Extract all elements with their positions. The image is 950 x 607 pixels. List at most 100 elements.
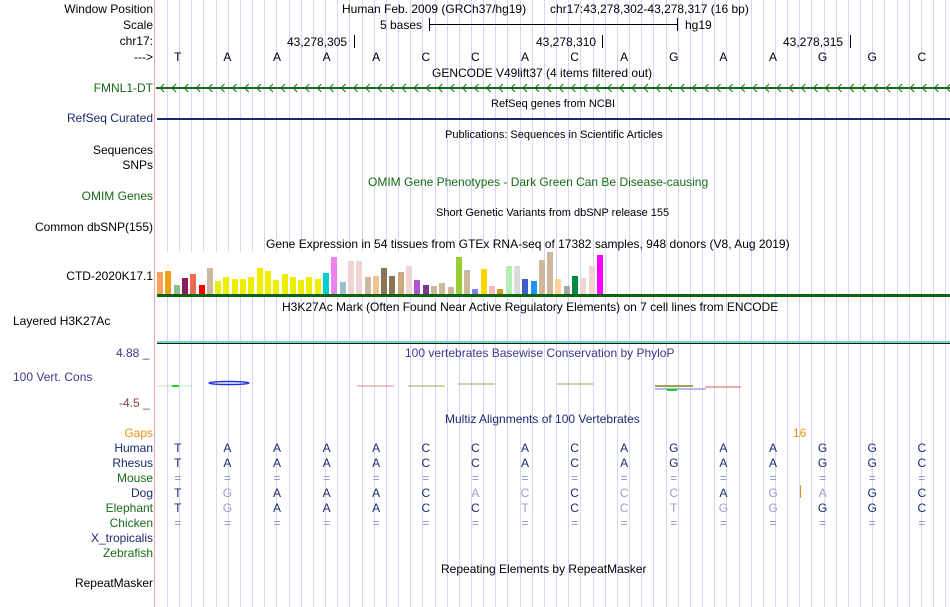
gtex-tissue-bar[interactable] xyxy=(215,281,221,294)
gtex-tissue-bar[interactable] xyxy=(381,268,387,294)
gtex-tissue-bar[interactable] xyxy=(489,286,495,294)
gtex-tissue-bar[interactable] xyxy=(439,283,445,294)
gridline xyxy=(216,0,217,607)
species-label-x_tropicalis[interactable]: X_tropicalis xyxy=(90,531,153,545)
species-label-rhesus[interactable]: Rhesus xyxy=(112,456,153,470)
gtex-tissue-bar[interactable] xyxy=(207,268,213,294)
gtex-tissue-bar[interactable] xyxy=(514,266,520,294)
phylop-track-label[interactable]: 100 Vert. Cons xyxy=(13,370,93,384)
strand-arrow xyxy=(449,83,455,93)
gtex-tissue-bar[interactable] xyxy=(481,269,487,294)
gtex-tissue-bar[interactable] xyxy=(597,255,603,294)
alignment-base: = xyxy=(273,516,281,530)
gridline xyxy=(726,0,727,607)
gtex-tissue-bar[interactable] xyxy=(589,266,595,294)
gtex-tissue-bar[interactable] xyxy=(431,286,437,294)
strand-arrow xyxy=(764,83,770,93)
strand-arrow xyxy=(352,83,358,93)
gtex-tissue-bar[interactable] xyxy=(306,277,312,294)
species-label-mouse[interactable]: Mouse xyxy=(116,471,153,485)
strand-arrow xyxy=(268,83,274,93)
gridline xyxy=(435,0,436,607)
species-label-human[interactable]: Human xyxy=(114,441,153,455)
gtex-tissue-bar[interactable] xyxy=(539,260,545,294)
gtex-tissue-bar[interactable] xyxy=(199,285,205,294)
gtex-tissue-bar[interactable] xyxy=(265,271,271,294)
gtex-tissue-bar[interactable] xyxy=(555,279,561,294)
gtex-tissue-bar[interactable] xyxy=(331,257,337,294)
publications-label-snps[interactable]: SNPs xyxy=(122,158,153,172)
gtex-tissue-bar[interactable] xyxy=(273,280,279,294)
strand-arrow xyxy=(836,83,842,93)
gtex-tissue-bar[interactable] xyxy=(547,252,553,294)
gridline xyxy=(799,0,800,607)
species-label-zebrafish[interactable]: Zebrafish xyxy=(102,546,153,560)
gencode-gene-feature[interactable] xyxy=(156,81,950,95)
h3k27ac-track-label[interactable]: Layered H3K27Ac xyxy=(13,314,111,328)
dbsnp-track-label[interactable]: Common dbSNP(155) xyxy=(34,220,153,234)
repeatmasker-track-label[interactable]: RepeatMasker xyxy=(74,576,153,590)
gtex-tissue-bar[interactable] xyxy=(506,266,512,294)
omim-track-label[interactable]: OMIM Genes xyxy=(81,189,153,203)
alignment-base: = xyxy=(521,516,529,530)
h3k27ac-track-title: H3K27Ac Mark (Often Found Near Active Re… xyxy=(282,300,779,314)
gtex-bar-chart[interactable] xyxy=(157,252,603,294)
gtex-tissue-bar[interactable] xyxy=(240,279,246,294)
refseq-track-label[interactable]: RefSeq Curated xyxy=(66,111,153,125)
gtex-tissue-bar[interactable] xyxy=(223,277,229,294)
gtex-tissue-bar[interactable] xyxy=(497,289,503,294)
gridline xyxy=(459,0,460,607)
gtex-tissue-bar[interactable] xyxy=(389,276,395,294)
gtex-tissue-bar[interactable] xyxy=(365,277,371,294)
gencode-track-label[interactable]: FMNL1-DT xyxy=(93,81,153,95)
gtex-tissue-bar[interactable] xyxy=(340,282,346,294)
scale-text: 5 bases xyxy=(380,18,423,32)
gtex-tissue-bar[interactable] xyxy=(282,274,288,294)
alignment-base: A xyxy=(322,486,331,500)
phylop-signal[interactable] xyxy=(157,375,950,395)
gtex-tissue-bar[interactable] xyxy=(315,279,321,294)
gtex-tissue-bar[interactable] xyxy=(564,286,570,294)
gtex-tissue-bar[interactable] xyxy=(572,276,578,294)
species-label-dog[interactable]: Dog xyxy=(130,486,153,500)
gtex-tissue-bar[interactable] xyxy=(174,285,180,294)
alignment-base: G xyxy=(222,486,233,500)
gtex-tissue-bar[interactable] xyxy=(190,274,196,294)
gtex-tissue-bar[interactable] xyxy=(323,273,329,294)
ruler-tick-label: 43,278,315 xyxy=(783,35,844,49)
gtex-tissue-bar[interactable] xyxy=(373,276,379,294)
species-label-chicken[interactable]: Chicken xyxy=(109,516,153,530)
gtex-tissue-bar[interactable] xyxy=(257,268,263,294)
gtex-tissue-bar[interactable] xyxy=(356,261,362,294)
gtex-tissue-bar[interactable] xyxy=(157,272,163,294)
gtex-tissue-bar[interactable] xyxy=(290,277,296,294)
gridline xyxy=(240,0,241,607)
gtex-tissue-bar[interactable] xyxy=(531,281,537,294)
gtex-tissue-bar[interactable] xyxy=(165,271,171,294)
strand-arrow xyxy=(195,83,201,93)
gtex-tissue-bar[interactable] xyxy=(414,280,420,294)
gtex-tissue-bar[interactable] xyxy=(448,287,454,294)
gtex-tissue-bar[interactable] xyxy=(398,272,404,294)
alignment-base: T xyxy=(174,486,182,500)
gtex-tissue-bar[interactable] xyxy=(298,280,304,294)
publications-label-sequences[interactable]: Sequences xyxy=(92,143,153,157)
multiz-gaps-label[interactable]: Gaps xyxy=(124,426,153,440)
gtex-tissue-bar[interactable] xyxy=(423,285,429,294)
gtex-tissue-bar[interactable] xyxy=(456,257,462,294)
gtex-tissue-bar[interactable] xyxy=(232,279,238,294)
refseq-gene-feature[interactable] xyxy=(157,118,950,120)
gridline xyxy=(532,0,533,607)
gtex-tissue-bar[interactable] xyxy=(580,278,586,294)
gtex-tissue-bar[interactable] xyxy=(348,261,354,294)
gtex-tissue-bar[interactable] xyxy=(464,270,470,294)
alignment-base: = xyxy=(223,516,231,530)
gtex-tissue-bar[interactable] xyxy=(248,277,254,294)
gtex-track-label[interactable]: CTD-2020K17.1 xyxy=(66,269,153,283)
strand-arrow xyxy=(703,83,709,93)
gtex-tissue-bar[interactable] xyxy=(406,266,412,294)
gtex-tissue-bar[interactable] xyxy=(522,279,528,294)
gtex-tissue-bar[interactable] xyxy=(182,278,188,294)
gtex-tissue-bar[interactable] xyxy=(472,289,478,294)
species-label-elephant[interactable]: Elephant xyxy=(105,501,153,515)
